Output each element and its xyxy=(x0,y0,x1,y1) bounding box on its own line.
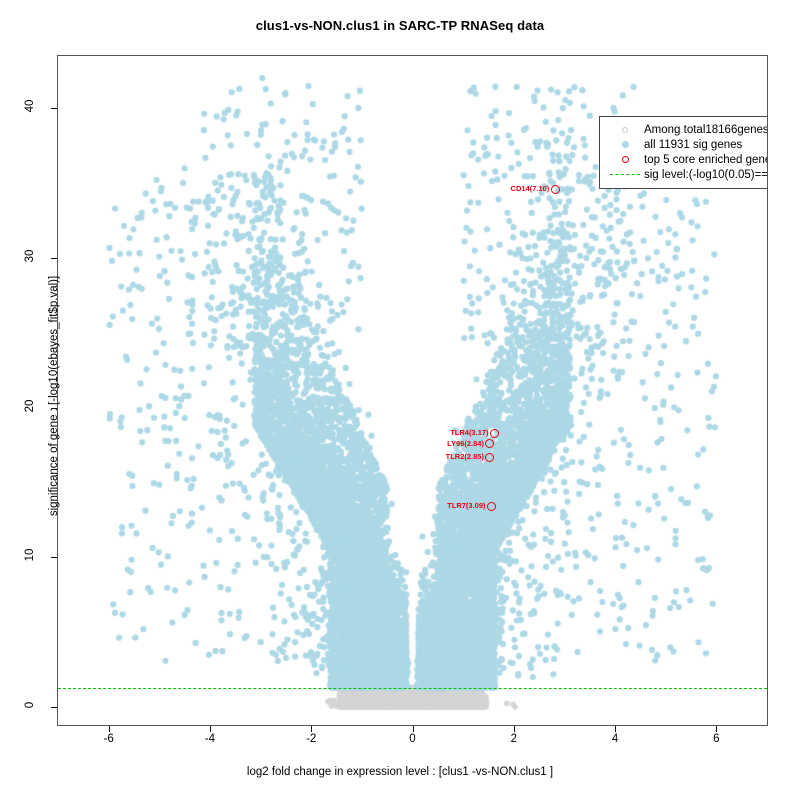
x-tick-mark xyxy=(412,726,414,732)
y-tick-label: 20 xyxy=(24,399,36,413)
x-tick-mark xyxy=(108,726,110,732)
y-tick-mark xyxy=(51,258,57,260)
core-enriched-gene-marker[interactable] xyxy=(550,184,560,194)
y-tick-mark xyxy=(51,407,57,409)
core-enriched-gene-marker[interactable] xyxy=(485,439,495,449)
x-tick-mark xyxy=(716,726,718,732)
y-tick-mark xyxy=(51,557,57,559)
core-enriched-gene-label: TLR4(3.17) xyxy=(450,428,489,438)
x-tick-label: 6 xyxy=(713,733,720,745)
core-enriched-gene-label: TLR7(3.09) xyxy=(447,501,486,511)
y-axis-title: significance of gene : [-log10(ebayes_fi… xyxy=(48,275,60,517)
legend-label-total-genes: Among total18166genes xyxy=(644,123,768,136)
x-tick-mark xyxy=(615,726,617,732)
y-tick-mark xyxy=(51,108,57,110)
x-tick-mark xyxy=(513,726,515,732)
core-enriched-gene-marker[interactable] xyxy=(487,501,496,511)
y-tick-label: 10 xyxy=(24,548,36,562)
x-tick-label: -6 xyxy=(103,733,114,745)
legend-label-sig-level: sig level:(-log10(0.05)==1.3 xyxy=(644,168,768,181)
x-tick-mark xyxy=(311,726,313,732)
y-tick-label: 30 xyxy=(24,249,36,263)
legend: Among total18166genes all 11931 sig gene… xyxy=(599,116,768,189)
green-dashed-line-icon xyxy=(606,174,644,175)
y-tick-mark xyxy=(51,707,57,709)
page-title: clus1-vs-NON.clus1 in SARC-TP RNASeq dat… xyxy=(255,18,545,33)
significance-threshold-line xyxy=(58,687,767,689)
legend-item-sig-genes: all 11931 sig genes xyxy=(606,137,767,152)
filled-blue-circle-icon xyxy=(606,141,644,148)
legend-item-total-genes: Among total18166genes xyxy=(606,122,768,137)
x-tick-label: -4 xyxy=(204,733,216,745)
core-enriched-gene-label: LY96(2.84) xyxy=(447,438,484,448)
x-tick-label: 0 xyxy=(409,733,416,745)
x-tick-label: -2 xyxy=(306,733,317,745)
y-tick-label: 40 xyxy=(24,99,36,113)
x-tick-label: 2 xyxy=(510,733,517,745)
open-red-circle-icon xyxy=(606,156,644,163)
legend-item-sig-level: sig level:(-log10(0.05)==1.3 xyxy=(606,167,768,182)
core-enriched-gene-marker[interactable] xyxy=(485,452,495,462)
core-enriched-gene-label: CD14(7.10) xyxy=(510,184,550,194)
core-enriched-gene-label: TLR2(2.85) xyxy=(445,452,484,462)
legend-label-sig-genes: all 11931 sig genes xyxy=(644,138,743,151)
x-tick-mark xyxy=(209,726,211,732)
legend-label-core-enriched: top 5 core enriched genes xyxy=(644,153,768,166)
open-gray-circle-icon xyxy=(606,126,644,133)
x-axis-title: log2 fold change in expression level : [… xyxy=(246,766,554,778)
y-tick-label: 0 xyxy=(24,701,36,709)
legend-item-core-enriched: top 5 core enriched genes xyxy=(606,152,768,167)
x-tick-label: 4 xyxy=(611,733,619,745)
plot-area: CD14(7.10) TLR4(3.17) LY96(2.84) TLR2(2.85)… xyxy=(57,55,768,726)
core-enriched-gene-marker[interactable] xyxy=(490,428,500,438)
